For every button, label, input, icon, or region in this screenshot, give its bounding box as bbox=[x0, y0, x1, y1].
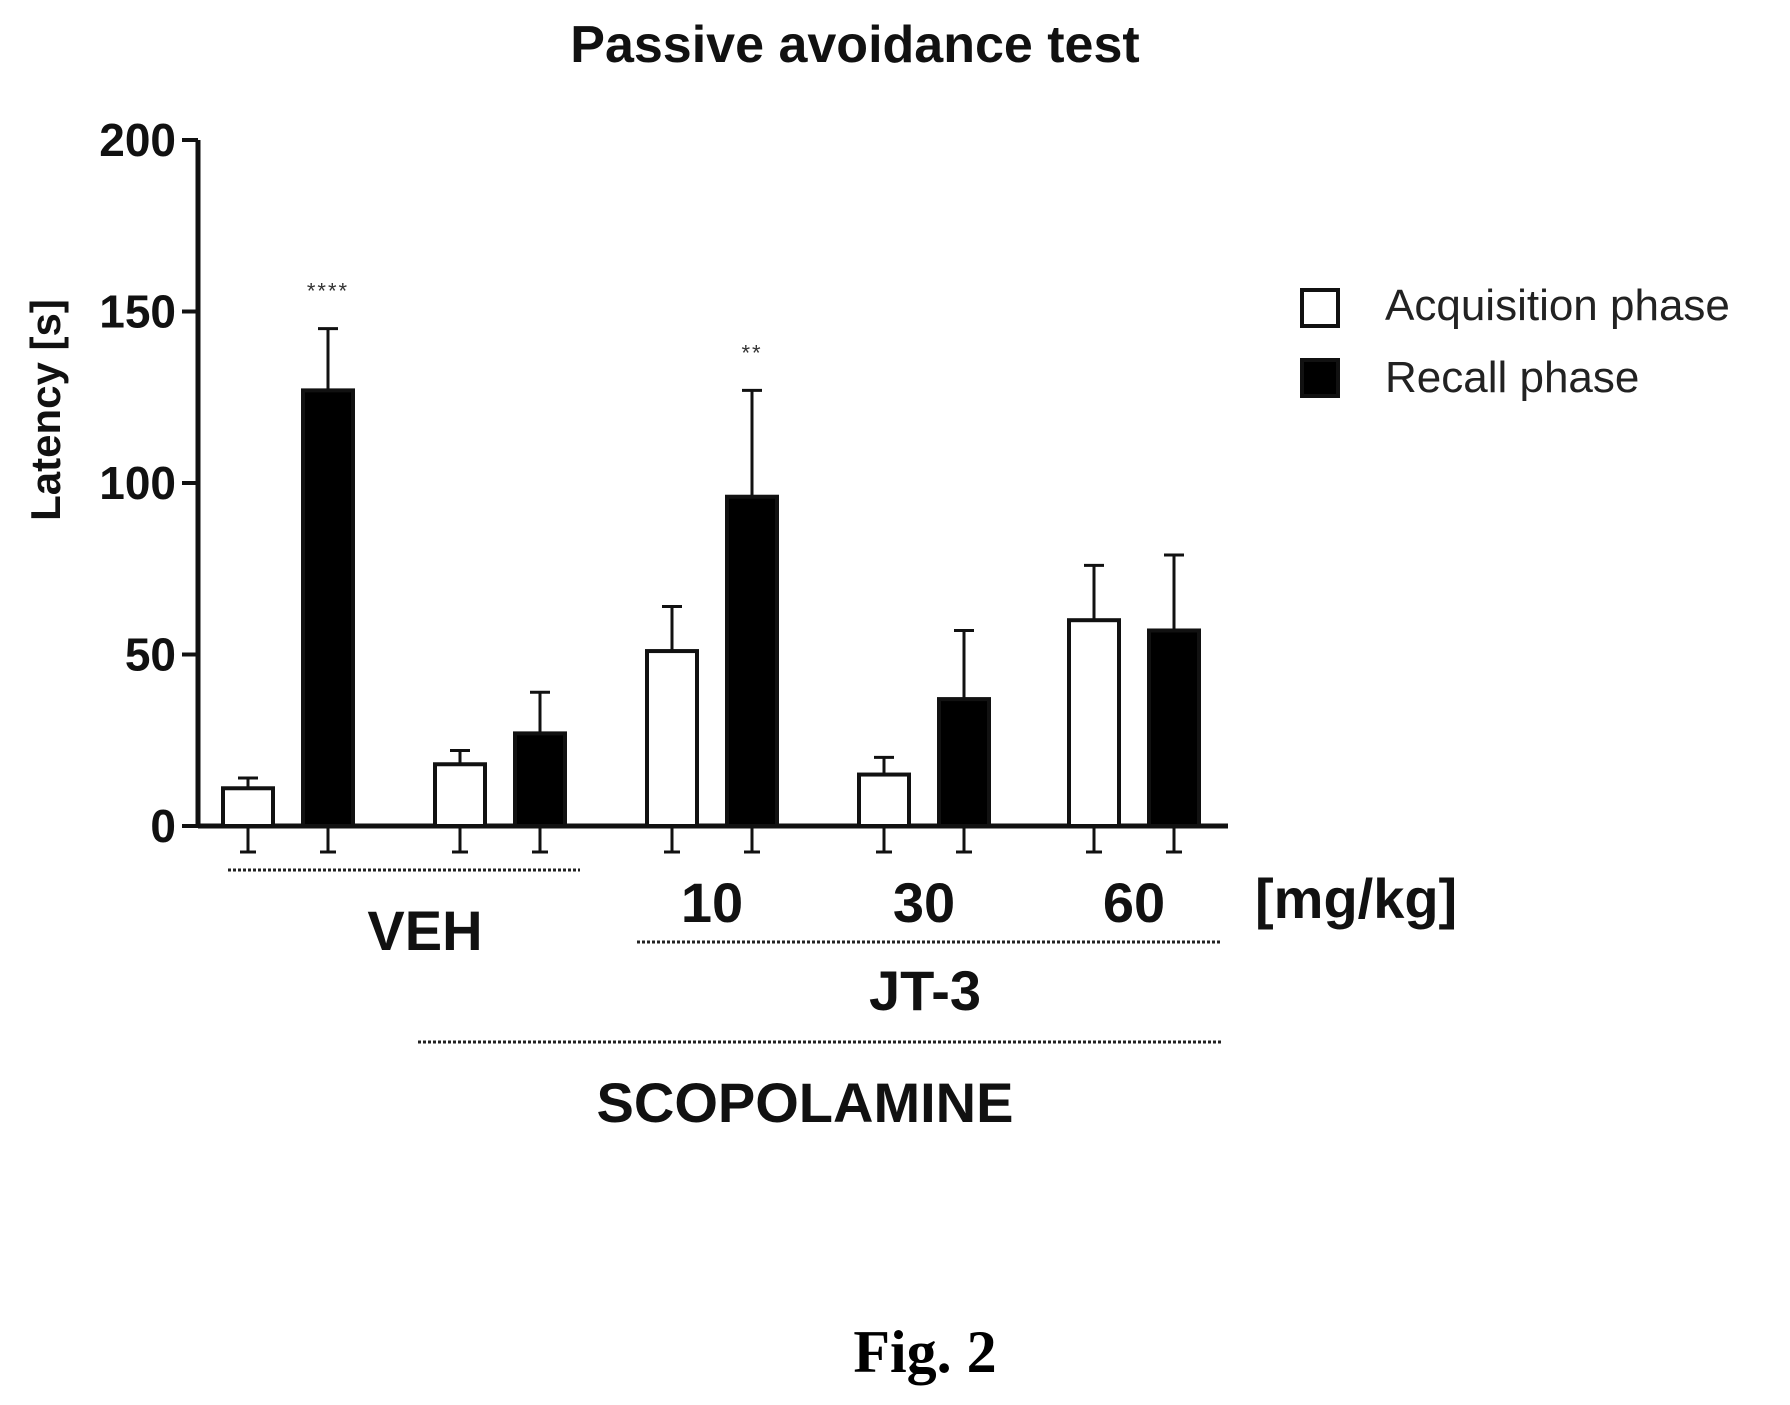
group-bracket-label-0: VEH bbox=[367, 899, 482, 962]
bar-0-2 bbox=[645, 649, 699, 828]
bar-1-3 bbox=[937, 697, 991, 829]
y-tick-label-1: 50 bbox=[125, 629, 176, 681]
y-tick-label-4: 200 bbox=[99, 114, 176, 166]
significance-marker-1: ** bbox=[741, 340, 762, 365]
legend: Acquisition phase Recall phase bbox=[1300, 281, 1730, 402]
axes: 0 50 100 150 200 bbox=[99, 114, 1228, 854]
bar-0-4 bbox=[1067, 618, 1121, 829]
dose-unit-label: [mg/kg] bbox=[1255, 867, 1457, 930]
bar-1-0 bbox=[301, 388, 355, 828]
bar-1-2 bbox=[725, 494, 779, 828]
dose-label-0: 10 bbox=[681, 871, 743, 934]
figure-caption: Fig. 2 bbox=[853, 1319, 996, 1385]
y-tick-label-2: 100 bbox=[99, 457, 176, 509]
dose-label-2: 60 bbox=[1103, 871, 1165, 934]
chart-title: Passive avoidance test bbox=[570, 16, 1139, 74]
bars bbox=[221, 327, 1201, 829]
bar-0-0 bbox=[221, 786, 275, 829]
legend-swatch-recall bbox=[1300, 358, 1340, 398]
legend-swatch-acquisition bbox=[1300, 288, 1340, 328]
bar-0-3 bbox=[857, 772, 911, 828]
bar-1-1 bbox=[513, 731, 567, 829]
dose-label-1: 30 bbox=[893, 871, 955, 934]
group-bracket-label-2: SCOPOLAMINE bbox=[597, 1071, 1014, 1134]
bar-0-1 bbox=[433, 762, 487, 829]
group-bracket-label-1: JT-3 bbox=[869, 959, 981, 1022]
legend-label-recall: Recall phase bbox=[1385, 353, 1639, 402]
bar-1-4 bbox=[1147, 628, 1201, 828]
significance-marker-0: **** bbox=[307, 279, 349, 304]
legend-label-acquisition: Acquisition phase bbox=[1385, 281, 1730, 330]
y-tick-label-3: 150 bbox=[99, 286, 176, 338]
y-axis-label: Latency [s] bbox=[22, 299, 69, 521]
y-tick-label-0: 0 bbox=[150, 800, 176, 852]
